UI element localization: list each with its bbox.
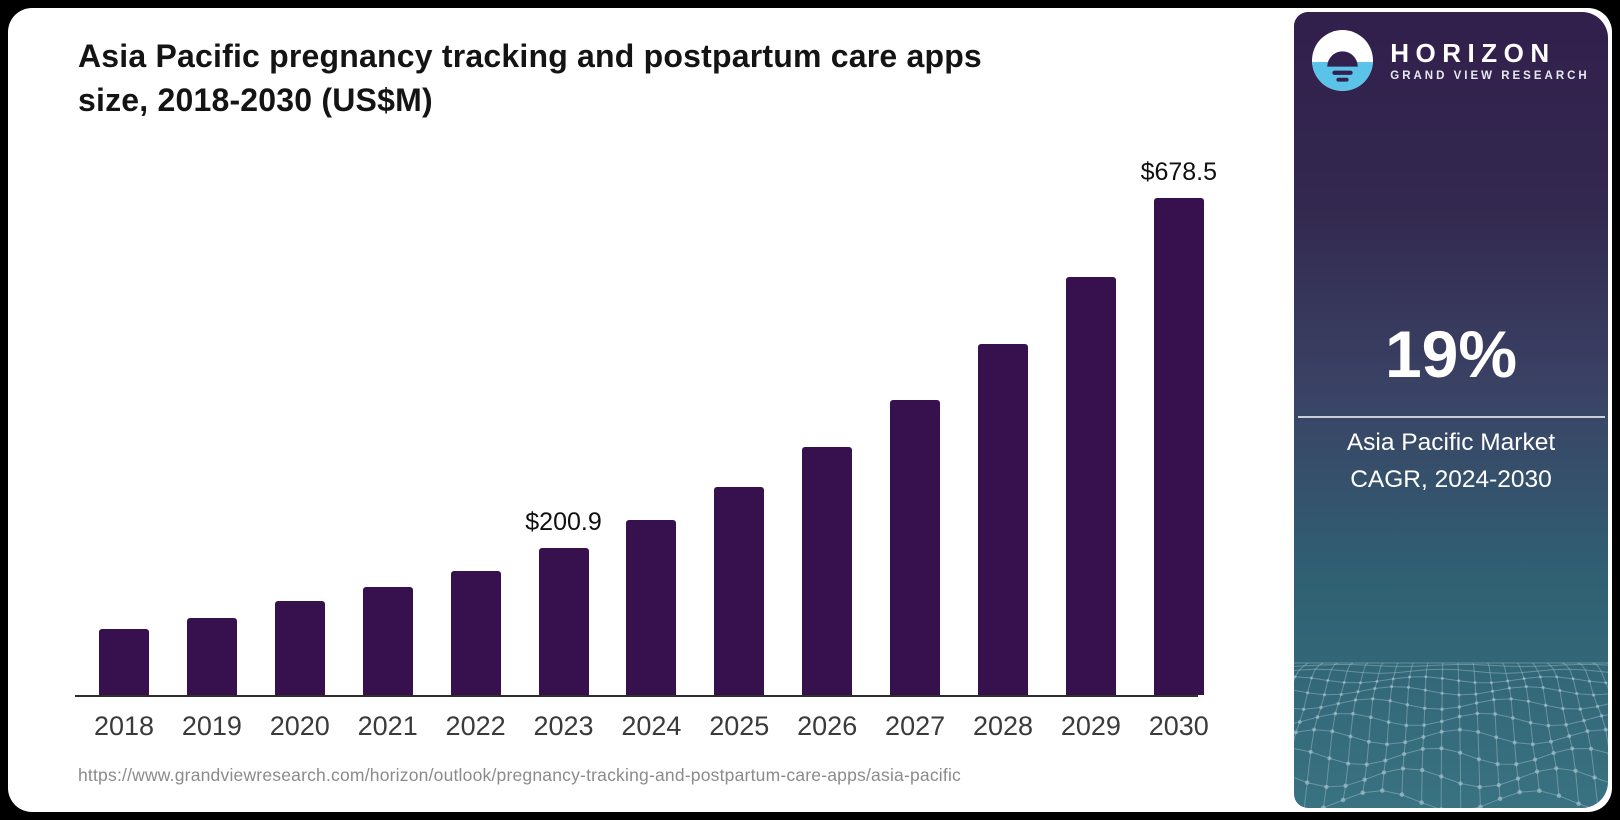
brand-subtitle: GRAND VIEW RESEARCH <box>1390 70 1590 82</box>
source-url: https://www.grandviewresearch.com/horizo… <box>78 765 961 785</box>
x-tick-2020: 2020 <box>269 711 330 741</box>
x-tick-2024: 2024 <box>621 711 682 741</box>
horizon-wordmark: HORIZON GRAND VIEW RESEARCH <box>1390 39 1589 82</box>
bar-2030 <box>1153 198 1204 695</box>
cagr-value: 19% <box>1384 317 1518 391</box>
x-tick-2030: 2030 <box>1148 711 1209 741</box>
bar-2026 <box>802 447 853 695</box>
sidebar: HORIZON GRAND VIEW RESEARCH 19% Asia Pac… <box>1294 12 1608 808</box>
brand-name: HORIZON <box>1390 38 1556 68</box>
bar-2020 <box>274 601 325 695</box>
cagr-caption-line1: Asia Pacific Market <box>1346 429 1556 456</box>
horizon-logo: HORIZON GRAND VIEW RESEARCH <box>1294 30 1608 91</box>
cagr-caption-line2: CAGR, 2024-2030 <box>1350 466 1552 493</box>
cagr-caption: Asia Pacific Market CAGR, 2024-2030 <box>1294 424 1608 498</box>
mesh-graphic <box>1294 662 1608 808</box>
x-tick-2021: 2021 <box>357 711 418 741</box>
chart-title-line1: Asia Pacific pregnancy tracking and post… <box>78 38 982 74</box>
bar-value-label-2030: $678.5 <box>1140 158 1218 186</box>
bar-2029 <box>1065 277 1116 695</box>
bar-value-label-2023: $200.9 <box>525 507 602 536</box>
x-axis-line <box>75 695 1198 697</box>
infographic-card: Asia Pacific pregnancy tracking and post… <box>8 8 1612 812</box>
bar-2021 <box>362 587 413 695</box>
bar-2019 <box>186 617 237 695</box>
x-tick-2019: 2019 <box>181 711 242 741</box>
bar-2018 <box>99 629 149 695</box>
x-tick-2029: 2029 <box>1060 711 1121 741</box>
x-tick-2022: 2022 <box>445 711 506 741</box>
bar-2024 <box>626 520 677 695</box>
x-tick-2026: 2026 <box>797 711 858 741</box>
sun-horizon-icon <box>1312 30 1374 91</box>
bar-2028 <box>978 344 1028 695</box>
x-tick-2025: 2025 <box>709 711 770 741</box>
chart-title: Asia Pacific pregnancy tracking and post… <box>78 34 1118 122</box>
divider-line <box>1298 416 1605 418</box>
bar-2023 <box>538 547 589 695</box>
plot-area: $200.9 $678.5 <box>75 158 1217 695</box>
bar-2027 <box>890 400 941 695</box>
x-tick-2027: 2027 <box>885 711 946 741</box>
bar-2025 <box>714 486 765 695</box>
x-tick-2018: 2018 <box>93 711 155 741</box>
chart-title-line2: size, 2018-2030 (US$M) <box>78 82 433 118</box>
bar-2022 <box>450 571 501 695</box>
x-tick-2023: 2023 <box>533 711 594 741</box>
x-tick-2028: 2028 <box>972 711 1034 741</box>
